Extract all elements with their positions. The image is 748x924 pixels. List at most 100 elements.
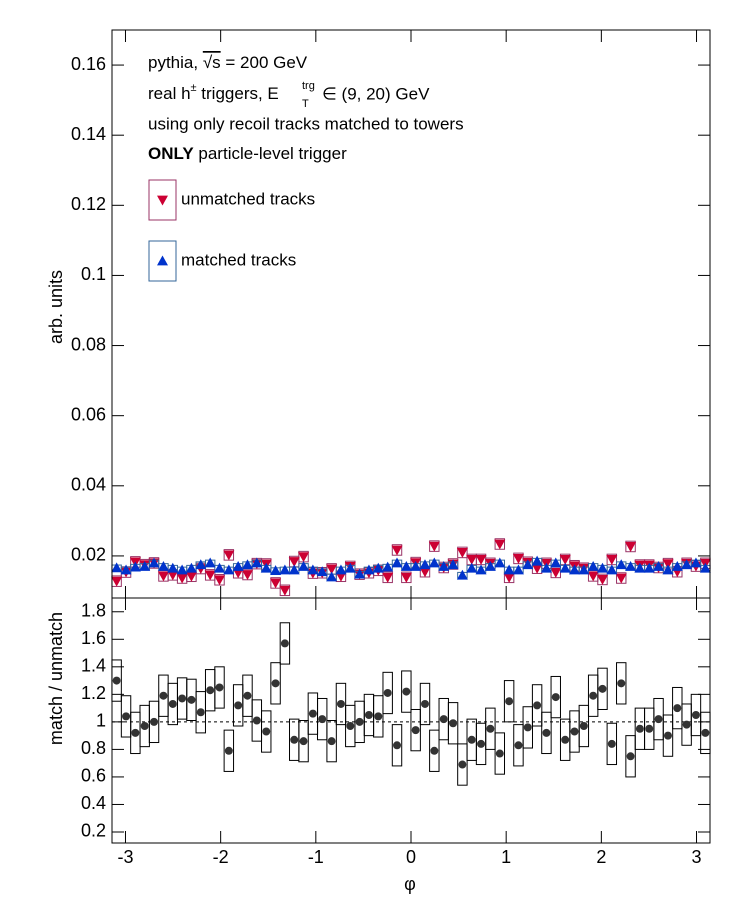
marker — [533, 701, 542, 710]
marker — [241, 570, 253, 581]
marker — [355, 717, 364, 726]
systematic-box — [503, 680, 515, 723]
marker — [494, 539, 506, 550]
marker — [318, 715, 327, 724]
marker — [598, 684, 607, 693]
marker — [671, 560, 683, 571]
marker — [167, 562, 179, 573]
marker — [699, 562, 711, 573]
marker — [643, 562, 655, 573]
marker — [569, 564, 581, 575]
marker — [587, 571, 599, 582]
marker — [484, 560, 496, 571]
marker — [663, 731, 672, 740]
marker — [691, 710, 700, 719]
x-tick-label: 2 — [596, 847, 606, 867]
systematic-box — [550, 675, 561, 719]
marker — [185, 571, 197, 582]
marker — [458, 760, 467, 769]
marker — [701, 728, 710, 737]
marker — [606, 555, 618, 565]
y-tick-label: 0.14 — [71, 124, 106, 144]
legend-marker — [157, 255, 168, 266]
systematic-box — [457, 743, 468, 786]
marker — [112, 676, 121, 685]
systematic-box — [316, 697, 328, 741]
marker — [139, 560, 151, 571]
marker — [308, 709, 317, 718]
systematic-box — [214, 666, 225, 709]
marker — [494, 557, 506, 568]
marker — [400, 560, 412, 571]
y-axis-title: arb. units — [46, 270, 66, 344]
systematic-box — [373, 695, 384, 738]
y-tick-label: 1.4 — [81, 656, 106, 676]
marker — [140, 722, 149, 731]
y-tick-label: 1 — [96, 711, 106, 731]
marker — [298, 552, 310, 563]
marker — [280, 639, 289, 648]
marker — [327, 737, 336, 746]
systematic-box — [410, 708, 421, 752]
legend-box — [148, 179, 177, 221]
x-tick-label: -1 — [308, 847, 324, 867]
marker — [411, 726, 420, 735]
marker — [187, 695, 196, 704]
marker — [625, 542, 637, 552]
systematic-box — [298, 720, 309, 763]
marker — [346, 722, 355, 731]
marker — [307, 564, 319, 575]
marker — [439, 715, 448, 724]
marker — [617, 679, 626, 688]
marker — [223, 550, 235, 561]
marker — [159, 691, 168, 700]
marker — [354, 568, 366, 579]
marker — [234, 701, 243, 710]
marker — [157, 560, 169, 571]
systematic-box — [616, 662, 627, 705]
marker — [550, 568, 562, 578]
y-tick-label: 0.12 — [71, 194, 106, 214]
marker — [681, 559, 693, 570]
marker — [279, 585, 291, 596]
marker — [561, 735, 570, 744]
x-tick-label: 3 — [692, 847, 702, 867]
legend-marker — [157, 195, 168, 206]
marker — [615, 573, 627, 584]
x-tick-label: 0 — [406, 847, 416, 867]
marker — [645, 724, 654, 733]
marker — [596, 562, 608, 573]
marker — [111, 562, 123, 573]
marker — [382, 572, 394, 583]
marker — [402, 687, 411, 696]
marker — [419, 567, 431, 578]
marker — [326, 564, 338, 575]
annotation-part: ONLY — [148, 144, 194, 163]
systematic-box — [242, 674, 253, 717]
marker — [167, 570, 179, 581]
marker — [505, 697, 514, 706]
marker — [447, 559, 459, 570]
marker — [514, 741, 523, 750]
marker — [690, 557, 702, 568]
plot-frame — [111, 597, 711, 844]
marker — [363, 564, 375, 575]
marker — [430, 746, 439, 755]
systematic-box — [148, 700, 160, 744]
marker — [111, 576, 123, 587]
marker — [682, 720, 691, 729]
y-tick-label: 1.2 — [81, 683, 106, 703]
marker — [206, 686, 215, 695]
systematic-box — [606, 722, 618, 766]
y-tick-label: 0.8 — [81, 738, 106, 758]
marker — [449, 719, 458, 728]
systematic-box — [485, 707, 496, 750]
marker — [503, 572, 515, 583]
marker — [634, 562, 646, 573]
marker — [625, 560, 637, 571]
systematic-box — [494, 732, 506, 775]
annotation: pythia, √s = 200 GeV — [148, 53, 308, 72]
systematic-box — [391, 724, 403, 767]
marker — [662, 559, 674, 570]
marker — [550, 557, 562, 568]
